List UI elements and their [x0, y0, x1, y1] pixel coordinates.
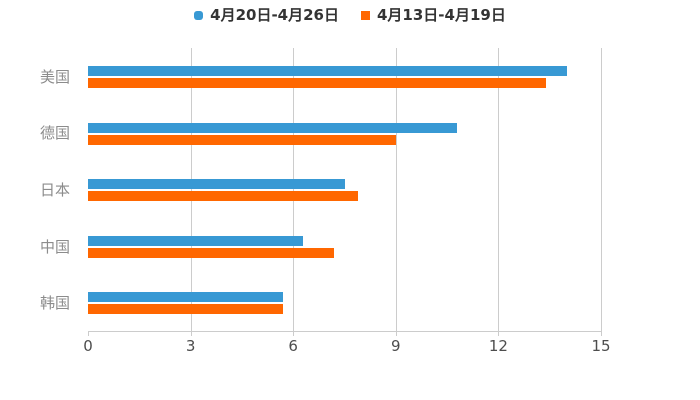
bar-series2-cat3: [88, 191, 359, 202]
x-tick-label-6: 6: [288, 337, 298, 355]
gridline-6: [293, 48, 295, 331]
legend-item-week-apr13-19[interactable]: 4月13日-4月19日: [361, 5, 506, 24]
legend-marker-blue-icon: [194, 10, 204, 20]
x-tick-mark-9: [395, 331, 397, 336]
x-tick-mark-12: [498, 331, 500, 336]
bar-series2-cat2: [88, 134, 396, 145]
category-label-4: 中国: [39, 237, 70, 256]
x-tick-mark-0: [88, 331, 89, 336]
y-axis-labels: 美国德国日本中国韩国: [0, 48, 79, 331]
bar-series1-cat5: [88, 292, 283, 303]
category-label-3: 日本: [39, 180, 70, 199]
category-label-1: 美国: [39, 67, 70, 86]
bar-series1-cat1: [88, 66, 567, 76]
x-tick-label-0: 0: [83, 337, 93, 355]
x-tick-mark-15: [601, 331, 602, 336]
chart-legend: 4月20日-4月26日 4月13日-4月19日: [0, 4, 700, 26]
bar-series2-cat1: [88, 78, 547, 88]
bar-series1-cat4: [88, 235, 304, 246]
bar-series2-cat5: [88, 304, 283, 315]
x-tick-label-12: 12: [488, 337, 508, 355]
legend-marker-orange-icon: [361, 10, 370, 20]
legend-label-week-apr20-26: 4月20日-4月26日: [210, 5, 339, 24]
x-tick-label-15: 15: [591, 337, 611, 355]
legend-item-week-apr20-26[interactable]: 4月20日-4月26日: [194, 5, 339, 24]
category-label-5: 韩国: [39, 294, 70, 313]
bar-series1-cat2: [88, 122, 458, 133]
gridline-9: [395, 48, 397, 331]
legend-label-week-apr13-19: 4月13日-4月19日: [377, 5, 506, 24]
category-label-2: 德国: [39, 124, 70, 143]
x-tick-mark-6: [293, 331, 295, 336]
gridline-3: [190, 48, 192, 331]
x-tick-mark-3: [190, 331, 192, 336]
x-tick-label-3: 3: [185, 337, 196, 355]
plot-area: 0 3 6 9 12 15: [83, 48, 611, 354]
x-axis-line: [88, 331, 601, 332]
bar-series1-cat3: [88, 179, 345, 190]
bar-series2-cat4: [88, 247, 335, 258]
gridline-15: [601, 48, 602, 331]
gridline-12: [498, 48, 500, 331]
x-tick-label-9: 9: [391, 337, 401, 355]
